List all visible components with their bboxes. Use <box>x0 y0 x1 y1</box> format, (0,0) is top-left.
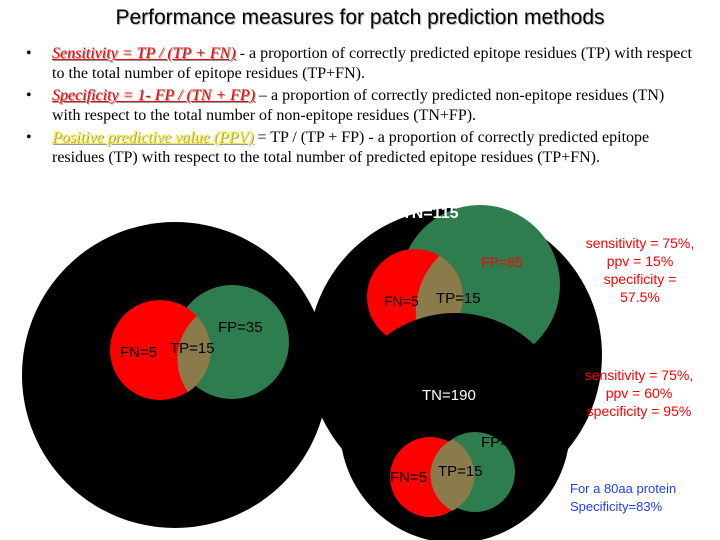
definition-text: a proportion of correctly predicted non-… <box>52 87 665 124</box>
tp-label-top: TP=15 <box>436 290 481 307</box>
note-line: For a 80aa protein <box>570 481 677 496</box>
stats-left: sensitivity = 75%, ppv = 30% specificity… <box>97 420 213 500</box>
fp-label-top: FP=85 <box>481 254 523 270</box>
definition-text: a proportion of correctly predicted epit… <box>52 129 650 166</box>
bullet-marker: • <box>26 45 32 62</box>
protein-note: For a 80aa protein Specificity=83% <box>560 480 720 516</box>
bullet-marker: • <box>26 129 32 146</box>
note-line: Specificity=83% <box>570 499 663 514</box>
stat-line: sensitivity = 75%, <box>584 367 694 383</box>
stat-line: specificity = <box>603 271 677 287</box>
tp-overlap-left <box>177 316 211 392</box>
definition-term: Positive predictive value (PPV) <box>52 129 254 146</box>
definition-joiner: = TP / (TP + FP) - <box>253 129 378 146</box>
tp-label-bottom: TP=15 <box>438 463 483 480</box>
definition-joiner: - <box>235 45 249 62</box>
tn-label-top: TN=115 <box>402 205 459 222</box>
definition-joiner: – <box>255 87 272 104</box>
stats-bottom: sensitivity = 75%, ppv = 60% specificity… <box>560 366 718 420</box>
stat-line: ppv = 15% <box>606 253 674 269</box>
fn-label-bottom: FN=5 <box>390 469 427 486</box>
definition-sensitivity: • Sensitivity = TP / (TP + FN) - a propo… <box>22 44 692 84</box>
venn-bottom: TN=190 FP=10 FN=5 TP=15 <box>340 313 570 540</box>
tp-overlap-bottom <box>430 439 475 511</box>
fp-label-bottom: FP=10 <box>481 434 526 451</box>
definition-term: Specificity = 1- FP / (TN + FP) <box>52 87 256 104</box>
tn-label-bottom: TN=190 <box>422 387 476 404</box>
stat-line: sensitivity = 75%, <box>585 235 695 251</box>
page-title: Performance measures for patch predictio… <box>115 6 605 29</box>
definition-ppv: • Positive predictive value (PPV) = TP /… <box>22 128 692 168</box>
fp-label-left: FP=35 <box>218 319 263 336</box>
stat-line: specificity = 95% <box>586 403 692 419</box>
fn-label-top: FN=5 <box>384 293 419 309</box>
fn-label-left: FN=5 <box>120 344 157 361</box>
stat-line: sensitivity = 75%, <box>97 420 206 436</box>
stat-line: 57.5% <box>620 289 660 305</box>
venn-left: FP=35 FN=5 TP=15 <box>22 222 328 528</box>
definition-text: a proportion of correctly predicted epit… <box>52 45 692 82</box>
definitions-list: • Sensitivity = TP / (TP + FN) - a propo… <box>22 44 692 170</box>
stat-line: specificity = 82.5% <box>97 484 214 500</box>
bullet-marker: • <box>26 87 32 104</box>
definition-specificity: • Specificity = 1- FP / (TN + FP) – a pr… <box>22 86 692 126</box>
definition-term: Sensitivity = TP / (TP + FN) <box>52 45 236 62</box>
stat-line: ppv = 30% <box>97 454 164 470</box>
tp-label-left: TP=15 <box>170 340 215 357</box>
stats-top: sensitivity = 75%, ppv = 15% specificity… <box>564 234 716 306</box>
stat-line: ppv = 60% <box>605 385 673 401</box>
